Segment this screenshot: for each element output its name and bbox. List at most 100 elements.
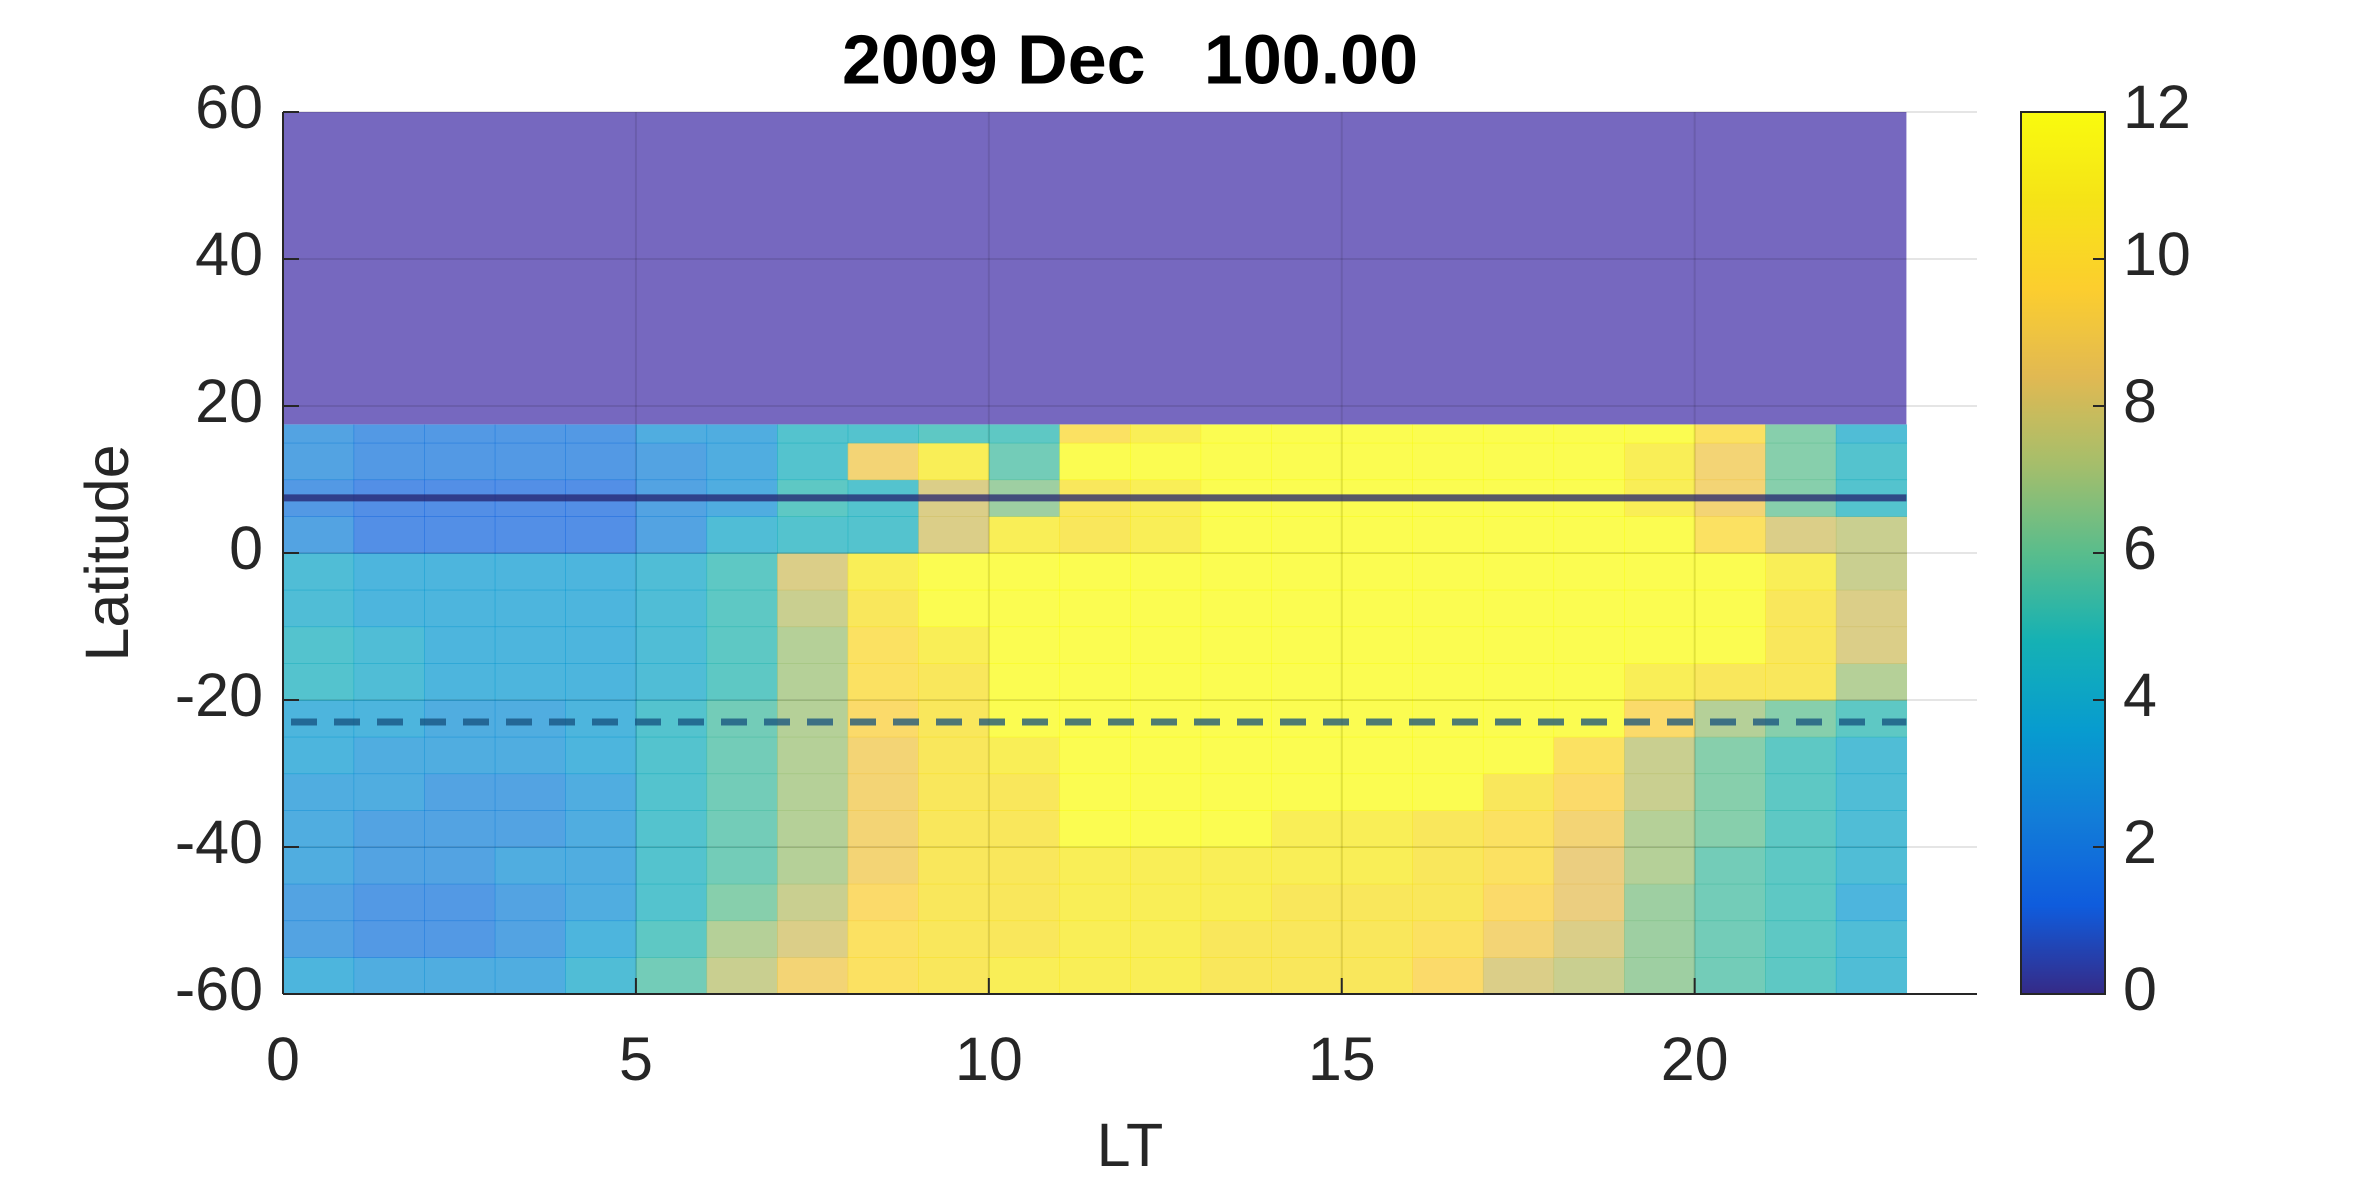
heatmap-cell bbox=[1341, 810, 1413, 848]
heatmap-cell bbox=[1412, 920, 1484, 958]
heatmap-cell bbox=[635, 810, 708, 848]
heatmap-cell bbox=[1482, 442, 1555, 481]
heatmap-cell bbox=[777, 920, 849, 958]
heatmap-cell bbox=[1271, 553, 1343, 591]
heatmap-cell bbox=[918, 516, 990, 554]
heatmap-cell bbox=[918, 424, 990, 444]
heatmap-cell bbox=[1200, 516, 1272, 554]
colorbar-tick-label: 6 bbox=[2123, 514, 2157, 582]
heatmap-cell bbox=[565, 847, 637, 885]
heatmap-cell bbox=[1553, 663, 1625, 701]
heatmap-cell bbox=[1624, 589, 1696, 628]
heatmap-cell bbox=[777, 810, 849, 848]
heatmap-cell bbox=[1694, 773, 1766, 811]
heatmap-cell bbox=[1835, 663, 1908, 701]
heatmap-cell bbox=[424, 663, 496, 701]
heatmap-cell bbox=[1059, 883, 1131, 922]
heatmap-cell bbox=[1835, 626, 1908, 664]
heatmap-cell bbox=[424, 442, 496, 481]
heatmap-cell bbox=[494, 883, 566, 922]
y-tick-label: 20 bbox=[195, 367, 263, 435]
heatmap-cell bbox=[283, 424, 355, 444]
heatmap-cell bbox=[918, 957, 990, 995]
heatmap-cell bbox=[777, 883, 849, 922]
heatmap-cell bbox=[1271, 736, 1343, 775]
heatmap-cell bbox=[353, 626, 425, 664]
heatmap-cell bbox=[1271, 883, 1343, 922]
colorbar-tick-label: 10 bbox=[2123, 220, 2191, 288]
heatmap-cell bbox=[918, 553, 990, 591]
heatmap-cell bbox=[847, 847, 919, 885]
heatmap-cell bbox=[353, 442, 425, 481]
heatmap-cell bbox=[777, 626, 849, 664]
heatmap-cell bbox=[565, 773, 637, 811]
heatmap-cell bbox=[353, 553, 425, 591]
heatmap-cell bbox=[777, 442, 849, 481]
heatmap-cell bbox=[565, 736, 637, 775]
heatmap-cell bbox=[565, 883, 637, 922]
heatmap-cell bbox=[1130, 663, 1202, 701]
heatmap-cell bbox=[1624, 736, 1696, 775]
heatmap-cell bbox=[847, 736, 919, 775]
heatmap-cell bbox=[1059, 957, 1131, 995]
chart-title: 2009 Dec 100.00 bbox=[842, 20, 1418, 98]
heatmap-cell bbox=[1553, 516, 1625, 554]
heatmap-cell bbox=[353, 957, 425, 995]
y-tick-label: -40 bbox=[175, 808, 263, 876]
heatmap-cell bbox=[1271, 663, 1343, 701]
heatmap-cell bbox=[988, 442, 1061, 481]
heatmap-cell bbox=[1341, 773, 1413, 811]
heatmap-cell bbox=[918, 663, 990, 701]
heatmap-cell bbox=[1271, 810, 1343, 848]
heatmap-cell bbox=[1341, 424, 1413, 444]
heatmap-cell bbox=[494, 810, 566, 848]
heatmap-cell bbox=[494, 736, 566, 775]
heatmap-cell bbox=[283, 957, 355, 995]
heatmap-cell bbox=[988, 589, 1061, 628]
heatmap-cell bbox=[424, 589, 496, 628]
heatmap-cell bbox=[1553, 883, 1625, 922]
heatmap-cell bbox=[777, 424, 849, 444]
heatmap-cell bbox=[1765, 847, 1837, 885]
heatmap-cell bbox=[1200, 883, 1272, 922]
heatmap-cell bbox=[353, 663, 425, 701]
x-tick-label: 15 bbox=[1308, 1025, 1376, 1093]
heatmap-cell bbox=[1765, 957, 1837, 995]
heatmap-cell bbox=[565, 424, 637, 444]
heatmap-cell bbox=[1059, 663, 1131, 701]
heatmap-cell bbox=[283, 810, 355, 848]
heatmap-cell bbox=[1553, 920, 1625, 958]
heatmap-cell bbox=[706, 810, 778, 848]
heatmap-cell bbox=[706, 516, 778, 554]
heatmap-cell bbox=[1271, 516, 1343, 554]
heatmap-cell bbox=[1624, 957, 1696, 995]
heatmap-cell bbox=[1765, 553, 1837, 591]
heatmap-cell bbox=[1271, 847, 1343, 885]
y-tick-label: -20 bbox=[175, 661, 263, 729]
heatmap-cell bbox=[1341, 589, 1413, 628]
heatmap-cell bbox=[1553, 442, 1625, 481]
colorbar-tick-label: 8 bbox=[2123, 367, 2157, 435]
heatmap-cell bbox=[1412, 773, 1484, 811]
heatmap-cell bbox=[353, 847, 425, 885]
heatmap-cell bbox=[283, 920, 355, 958]
heatmap-cell bbox=[565, 516, 637, 554]
heatmap-cell bbox=[1341, 442, 1413, 481]
heatmap-cell bbox=[424, 736, 496, 775]
heatmap-cell bbox=[1200, 810, 1272, 848]
heatmap-cell bbox=[1200, 553, 1272, 591]
heatmap-cell bbox=[494, 424, 566, 444]
heatmap-cell bbox=[988, 736, 1061, 775]
heatmap-cell bbox=[1482, 424, 1555, 444]
heatmap-cell bbox=[1412, 736, 1484, 775]
heatmap-cell bbox=[565, 442, 637, 481]
heatmap-cell bbox=[283, 442, 355, 481]
heatmap-cell bbox=[777, 957, 849, 995]
heatmap-cell bbox=[847, 626, 919, 664]
heatmap-cell bbox=[1765, 626, 1837, 664]
heatmap-cell bbox=[1412, 442, 1484, 481]
heatmap-cell bbox=[1553, 810, 1625, 848]
y-tick-label: 40 bbox=[195, 220, 263, 288]
heatmap-cell bbox=[353, 516, 425, 554]
heatmap-cell bbox=[1624, 883, 1696, 922]
